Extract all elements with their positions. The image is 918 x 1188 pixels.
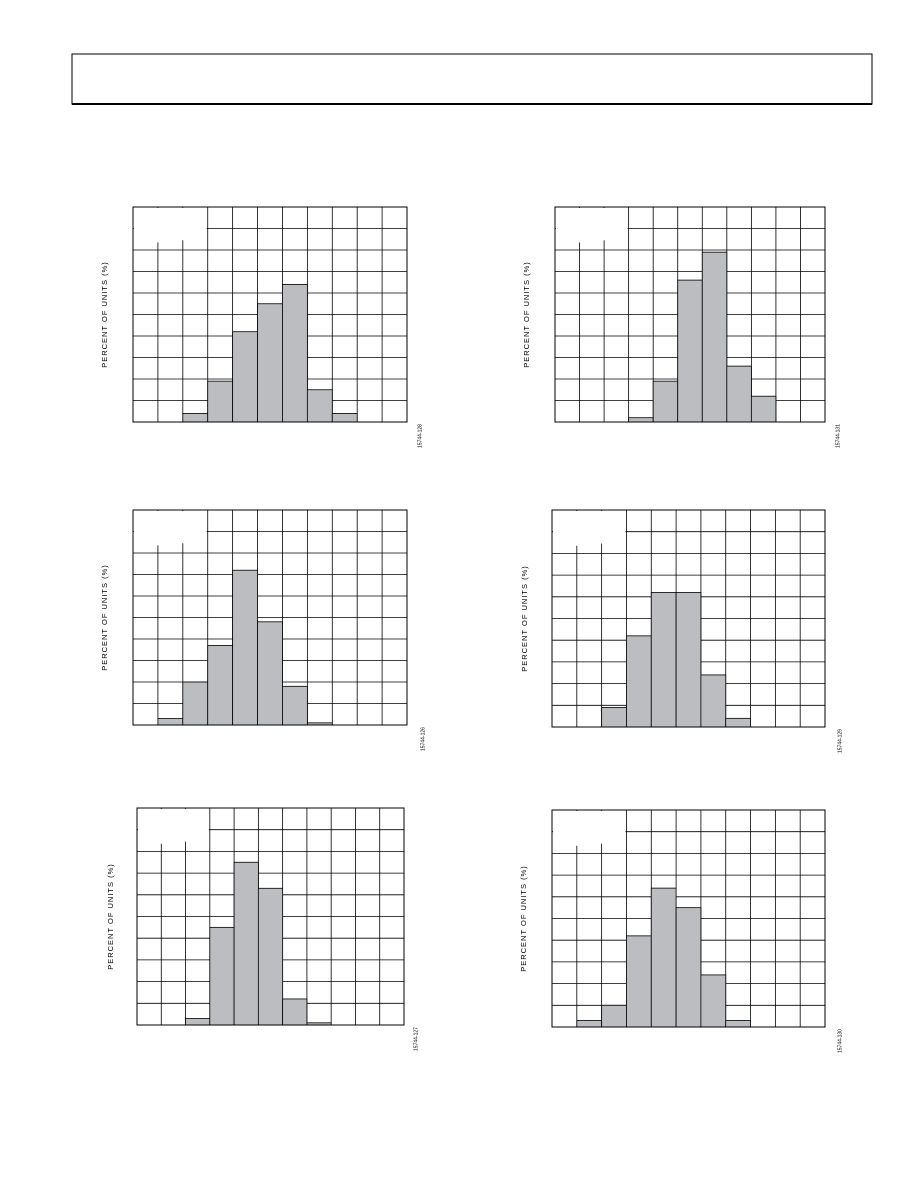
bar [257, 621, 283, 726]
bar [675, 592, 702, 728]
legend-area [556, 208, 604, 243]
bar [576, 1020, 603, 1028]
figure-id: 15744-131 [835, 424, 841, 448]
legend-area [134, 208, 182, 243]
legend-area [553, 511, 601, 546]
bar [626, 935, 652, 1028]
bar [726, 365, 752, 423]
bar [257, 303, 283, 423]
bar [675, 907, 702, 1028]
y-axis-label: PERCENT OF UNITS (%) [519, 865, 528, 972]
header-box [71, 53, 873, 105]
y-axis-label: PERCENT OF UNITS (%) [106, 863, 115, 970]
bar [750, 395, 777, 423]
bar [209, 926, 235, 1026]
plot-frame [551, 509, 826, 728]
bar [306, 389, 333, 423]
bar [601, 707, 627, 728]
bar [331, 412, 358, 423]
bar [232, 331, 258, 423]
bar [628, 417, 654, 423]
bar [650, 887, 677, 1028]
bar [157, 718, 184, 726]
bar [725, 1020, 751, 1028]
bar [207, 645, 234, 726]
y-axis-label: PERCENT OF UNITS (%) [100, 261, 109, 368]
bar [233, 861, 259, 1026]
bar [257, 887, 284, 1026]
y-axis-label: PERCENT OF UNITS (%) [522, 261, 531, 368]
bar [207, 380, 234, 423]
bar [725, 717, 751, 728]
bar [650, 592, 677, 728]
legend-area [138, 809, 185, 844]
plot-frame [554, 206, 826, 423]
legend-area [134, 511, 182, 546]
figure-id: 15744-128 [417, 424, 423, 448]
bar [232, 569, 258, 726]
bar [282, 998, 308, 1026]
figure-id: 15744-130 [837, 1029, 843, 1053]
legend-area [553, 811, 601, 846]
plot-frame [551, 809, 826, 1028]
bar [282, 685, 308, 726]
bar [282, 283, 308, 423]
bar [185, 1018, 211, 1026]
bar [652, 380, 679, 423]
bar [700, 674, 727, 728]
bar [626, 635, 652, 728]
bar [677, 279, 703, 423]
bar [700, 974, 727, 1028]
plot-frame [136, 807, 405, 1026]
figure-id: 15744-129 [837, 729, 843, 753]
bar [701, 251, 728, 423]
y-axis-label: PERCENT OF UNITS (%) [520, 565, 529, 672]
bar [182, 412, 209, 423]
plot-frame [132, 509, 408, 726]
figure-id: 15744-126 [420, 727, 426, 751]
figure-id: 15744-127 [413, 1027, 419, 1051]
y-axis-label: PERCENT OF UNITS (%) [100, 564, 109, 671]
bar [182, 681, 209, 726]
plot-frame [132, 206, 408, 423]
bar [601, 1004, 627, 1028]
